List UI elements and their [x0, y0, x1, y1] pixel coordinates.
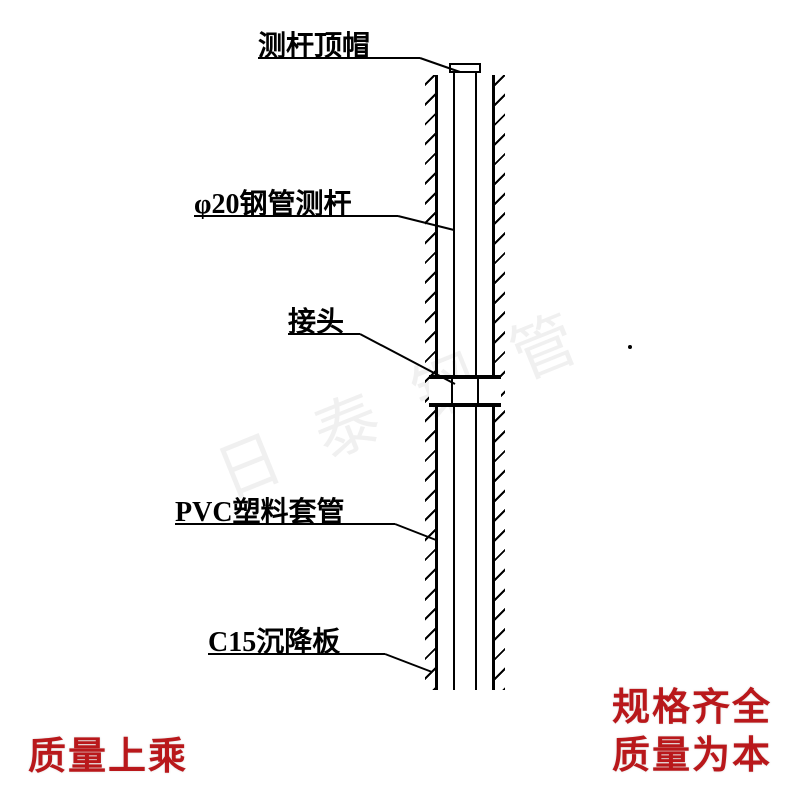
label-plate: C15沉降板	[208, 620, 340, 660]
overlay-text-left: 质量上乘	[28, 725, 188, 780]
label-casing: PVC塑料套管	[175, 490, 345, 530]
rod-cap	[449, 63, 481, 73]
watermark-text: 日 泰 钢 管	[200, 284, 599, 517]
pipe-assembly	[435, 75, 495, 690]
pipe-joint-inner	[451, 379, 479, 403]
pipe-joint	[429, 375, 501, 407]
label-rod: φ20钢管测杆	[194, 182, 351, 222]
label-cap: 测杆顶帽	[258, 24, 370, 64]
stray-dot	[628, 345, 632, 349]
label-joint: 接头	[288, 300, 344, 340]
overlay-text-right: 规格齐全 质量为本	[612, 685, 772, 780]
